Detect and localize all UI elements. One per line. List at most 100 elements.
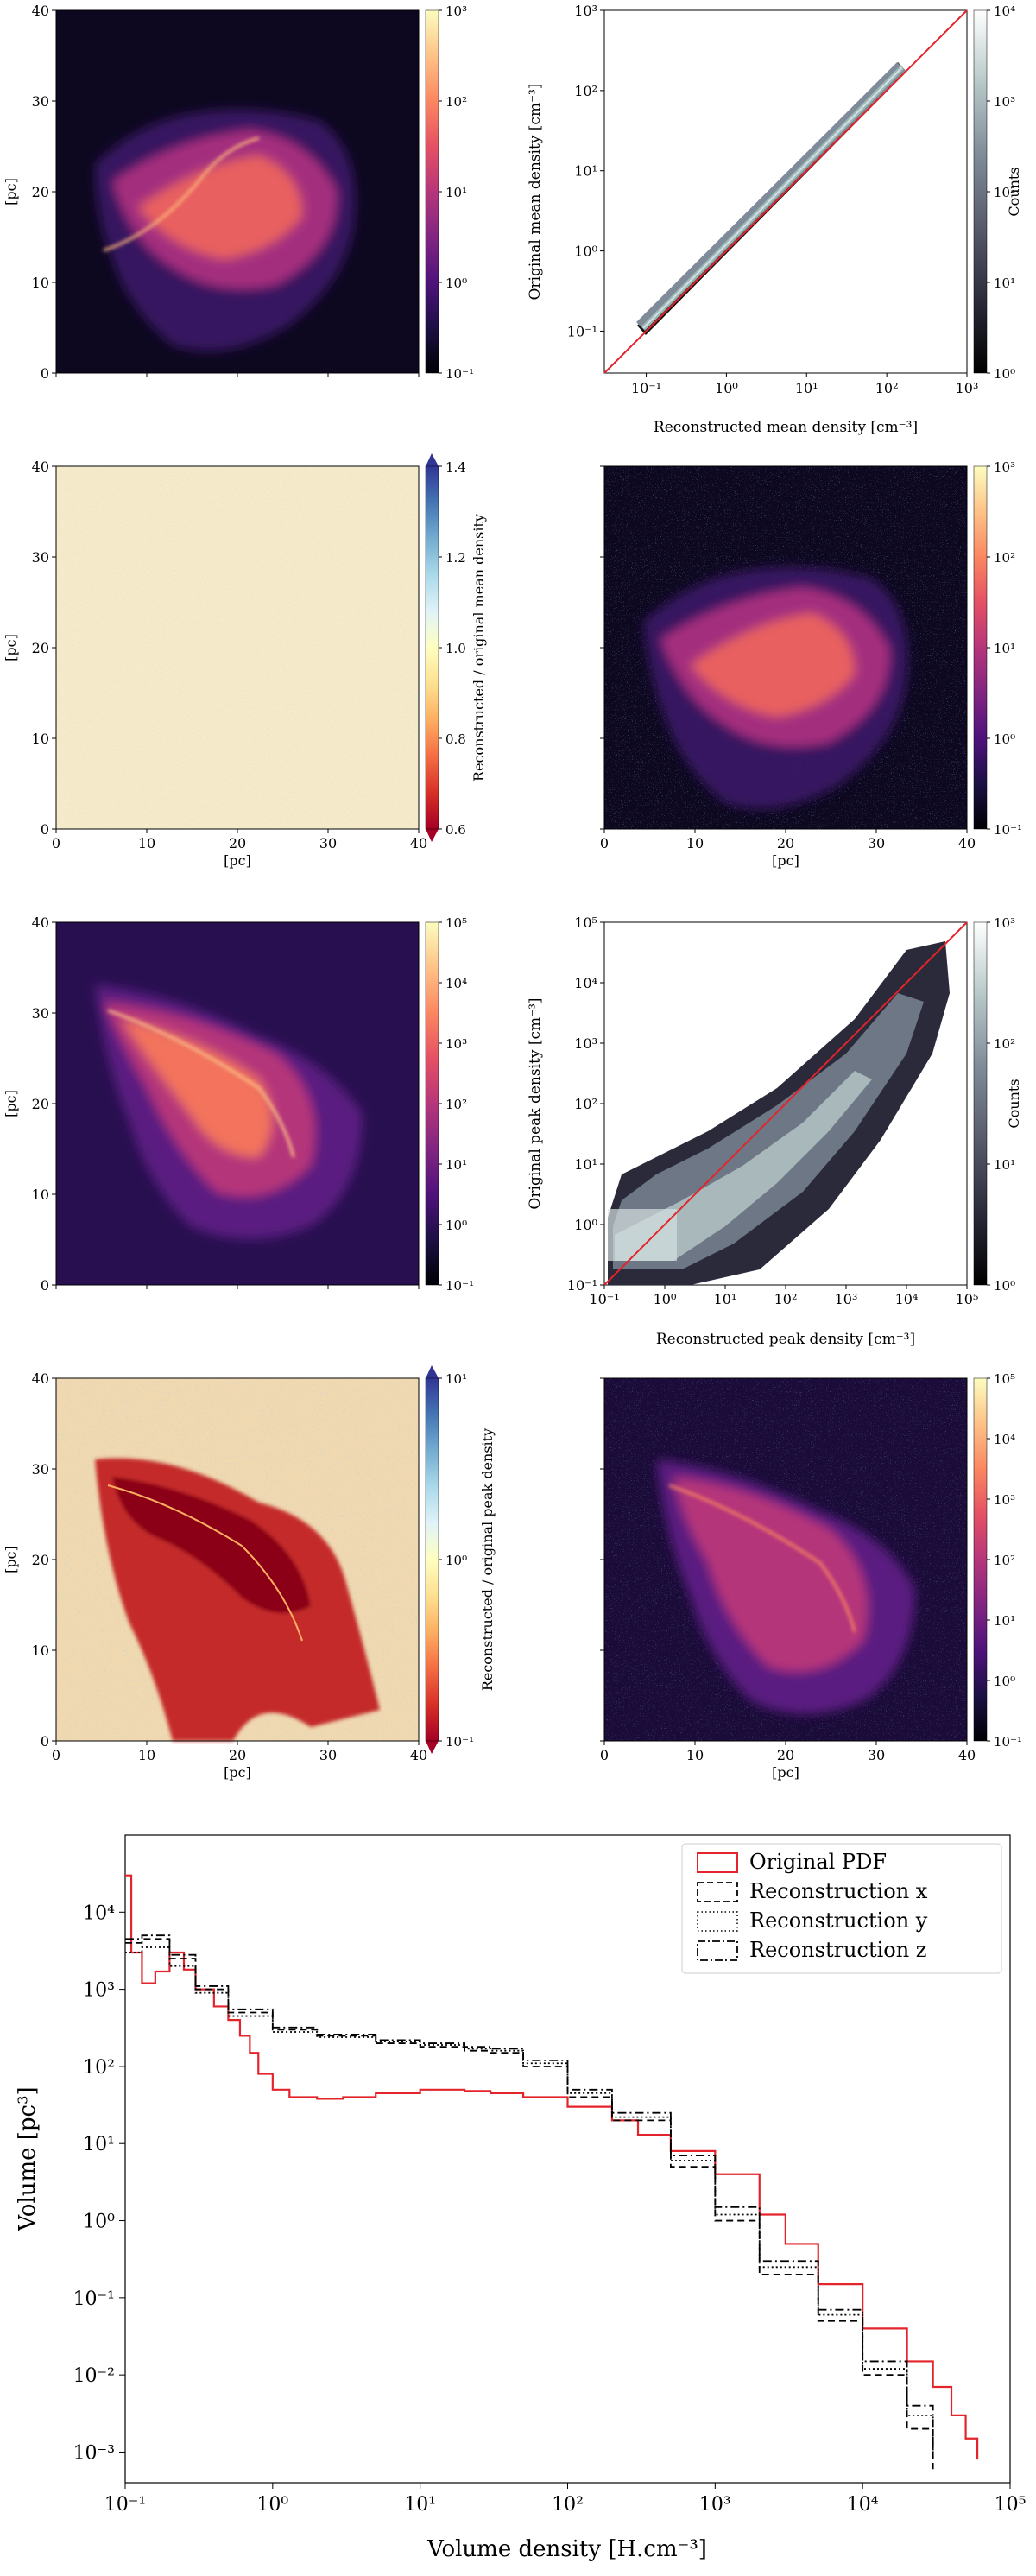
peak-hist-cbar-label: 10⁰ — [994, 1278, 1015, 1294]
peak-hist-cbar-title: Counts — [1006, 1079, 1022, 1128]
right-map-x-label: 20 — [777, 1747, 794, 1763]
peak-ratio-cbar-label: 10¹ — [445, 1371, 467, 1387]
mean-hist-x-label: 10³ — [956, 380, 979, 396]
right-map-x-label: 30 — [868, 1747, 885, 1763]
left-map-ylabel: [pc] — [3, 178, 19, 206]
peak-hist-y-label: 10³ — [574, 1035, 597, 1052]
left-map-y-label: 20 — [32, 1552, 49, 1568]
mean-density-histogram-panel — [603, 9, 988, 374]
peak-hist-y-label: 10⁻¹ — [567, 1277, 597, 1294]
mean-hist-x-label: 10⁰ — [715, 380, 738, 396]
mean-hist-x-label: 10⁻¹ — [631, 380, 661, 396]
right-map-x-label: 40 — [958, 1747, 976, 1763]
pdf-legend: Original PDF Reconstruction x Reconstruc… — [681, 1843, 1002, 1974]
left-map-y-label: 10 — [32, 1642, 49, 1659]
mean-hist-y-label: 10⁰ — [574, 244, 597, 260]
peak-recon-cbar-label: 10³ — [994, 1492, 1015, 1508]
mean-hist-xlabel: Reconstructed mean density [cm⁻³] — [654, 419, 918, 436]
right-map-x-label: 0 — [600, 1747, 609, 1763]
peak-map-cbar-label: 10⁻¹ — [445, 1278, 474, 1294]
peak-hist-y-label: 10² — [574, 1096, 597, 1112]
left-map-y-label: 0 — [41, 365, 49, 382]
pdf-series-layer — [125, 1874, 979, 2470]
peak-hist-ylabel: Original peak density [cm⁻³] — [527, 997, 544, 1209]
mean-map-cbar-label: 10⁻¹ — [445, 366, 474, 382]
identity-line — [603, 9, 968, 374]
axes-layer: 0 10 20 30 40 [pc] 0 10 20 30 40 [pc] 0 10 20 30 40 [pc] 0… — [3, 3, 1026, 2516]
mean-hist-cbar-label: 10³ — [994, 94, 1015, 110]
peak-hist-x-label: 10⁰ — [654, 1291, 677, 1307]
peak-recon-cbar-label: 10⁻¹ — [994, 1734, 1022, 1750]
mean-recon-cbar-label: 10³ — [994, 459, 1015, 475]
left-map-x-label: 0 — [52, 835, 60, 851]
right-map-x-label: 40 — [958, 835, 976, 851]
mean-hist-y-label: 10¹ — [574, 163, 597, 180]
mean-recon-cbar-label: 10⁻¹ — [994, 822, 1022, 838]
mean-hist-x-label: 10² — [875, 380, 899, 396]
right-map-x-label: 10 — [686, 835, 704, 851]
pdf-panel: Original PDF Reconstruction x Reconstruc… — [15, 1834, 1011, 2562]
pdf-series-line — [125, 1946, 934, 2460]
left-map-xlabel: [pc] — [224, 852, 251, 869]
left-map-y-label: 30 — [32, 549, 49, 566]
peak-hist-cbar-label: 10¹ — [994, 1157, 1015, 1173]
left-map-y-label: 10 — [32, 1187, 49, 1203]
left-map-ylabel: [pc] — [3, 1546, 19, 1573]
peak-density-map-panel — [55, 921, 439, 1286]
left-map-y-label: 0 — [41, 821, 49, 838]
peak-hist-x-label: 10⁵ — [956, 1291, 979, 1307]
mean-recon-cbar-label: 10² — [994, 550, 1015, 566]
right-map-xlabel: [pc] — [772, 852, 799, 869]
left-map-y-label: 0 — [41, 1277, 49, 1294]
pdf-x-label: 10² — [552, 2494, 584, 2516]
mean-ratio-cbar-label: 1.4 — [445, 459, 466, 475]
pdf-x-label: 10⁰ — [256, 2494, 288, 2516]
left-map-x-label: 30 — [319, 1747, 337, 1763]
pdf-ylabel: Volume [pc³] — [15, 2086, 41, 2231]
mean-ratio-cbar-label: 1.0 — [445, 641, 466, 656]
peak-ratio-cbar-label: 10⁰ — [445, 1553, 467, 1568]
pdf-y-label: 10⁻² — [73, 2365, 115, 2387]
left-map-ylabel: [pc] — [3, 634, 19, 661]
mean-map-cbar-label: 10³ — [445, 3, 467, 19]
legend-label-reconstruction-z: Reconstruction z — [749, 1938, 926, 1962]
peak-map-cbar-label: 10² — [445, 1097, 467, 1112]
peak-recon-cbar-label: 10⁴ — [994, 1432, 1015, 1447]
peak-hist-cbar-label: 10³ — [994, 915, 1015, 931]
mean-recon-cbar-label: 10⁰ — [994, 731, 1015, 747]
mean-reconstructed-map-panel — [603, 465, 988, 830]
right-map-xlabel: [pc] — [772, 1764, 799, 1781]
pdf-x-label: 10¹ — [404, 2494, 436, 2516]
mean-density-map-panel — [55, 9, 439, 374]
peak-hist-y-label: 10⁰ — [574, 1217, 597, 1233]
left-map-y-label: 20 — [32, 1096, 49, 1112]
mean-hist-cbar-label: 10⁰ — [994, 366, 1015, 382]
mean-ratio-cbar-label: 0.6 — [445, 822, 466, 838]
mean-ratio-cbar-label: 1.2 — [445, 550, 466, 566]
mean-recon-cbar-label: 10¹ — [994, 641, 1015, 656]
right-map-x-label: 20 — [777, 835, 794, 851]
left-map-ylabel: [pc] — [3, 1090, 19, 1117]
mean-hist-ylabel: Original mean density [cm⁻³] — [527, 84, 544, 301]
left-map-x-label: 20 — [229, 835, 246, 851]
peak-map-cbar-label: 10³ — [445, 1036, 467, 1052]
mean-hist-y-label: 10³ — [574, 3, 597, 19]
pdf-xlabel: Volume density [H.cm⁻³] — [426, 2536, 707, 2562]
pdf-x-label: 10⁻¹ — [104, 2494, 146, 2516]
peak-hist-cbar-label: 10² — [994, 1036, 1015, 1052]
right-map-x-label: 10 — [686, 1747, 704, 1763]
peak-map-cbar-label: 10⁴ — [445, 976, 467, 991]
peak-recon-cbar-label: 10⁵ — [994, 1371, 1015, 1387]
left-map-y-label: 10 — [32, 731, 49, 747]
pdf-x-label: 10⁵ — [995, 2494, 1027, 2516]
peak-hist-x-label: 10³ — [835, 1291, 858, 1307]
mean-hist-y-label: 10² — [574, 83, 597, 99]
pdf-y-label: 10⁴ — [83, 1902, 115, 1924]
left-map-x-label: 10 — [138, 1747, 155, 1763]
pdf-y-label: 10⁰ — [83, 2212, 115, 2233]
left-map-y-label: 30 — [32, 93, 49, 110]
pdf-x-label: 10⁴ — [847, 2494, 879, 2516]
peak-hist-x-label: 10⁻¹ — [589, 1291, 619, 1307]
mean-map-cbar-label: 10⁰ — [445, 275, 467, 291]
